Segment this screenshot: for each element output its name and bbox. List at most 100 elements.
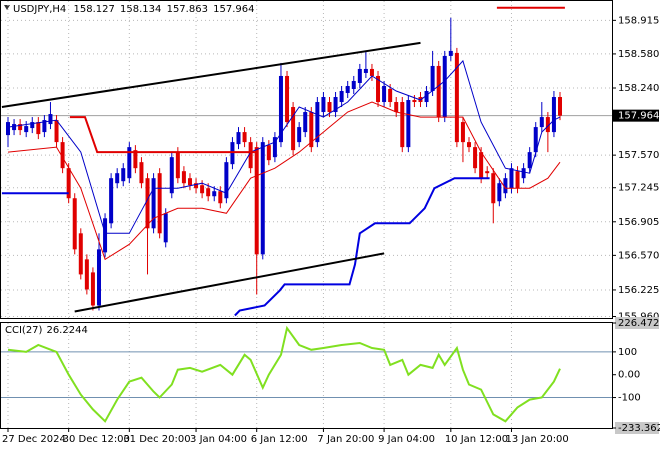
candle-body	[497, 183, 502, 202]
candle-body	[297, 127, 302, 143]
candle-body	[230, 142, 235, 165]
candle-body	[382, 85, 387, 103]
candle-body	[394, 102, 399, 113]
x-tick-label: 6 Jan 12:00	[251, 434, 308, 445]
candle-body	[515, 171, 520, 189]
candle-body	[521, 168, 526, 179]
candle-body	[351, 80, 356, 89]
y-tick-label: 158.915	[618, 15, 659, 26]
x-tick-label: 30 Dec 12:00	[63, 434, 130, 445]
candle-body	[527, 152, 532, 169]
y-tick-label: 100	[618, 347, 637, 358]
candle-body	[242, 132, 247, 143]
candle-body	[212, 191, 217, 197]
candle-body	[266, 145, 271, 161]
candle-body	[200, 185, 205, 194]
candle-body	[321, 97, 326, 113]
y-tick-label: 156.570	[618, 250, 659, 261]
price-tag	[613, 109, 659, 122]
indicator-frame	[0, 322, 613, 429]
candle-body	[454, 52, 459, 143]
candle-body	[218, 191, 223, 204]
x-tick-label: 13 Jan 20:00	[505, 434, 568, 445]
candle-body	[187, 178, 192, 186]
candle-body	[278, 75, 283, 143]
candle-body	[30, 122, 35, 129]
y-tick-label: 155.960	[618, 311, 659, 322]
candle-body	[145, 178, 150, 229]
candle-body	[12, 124, 17, 131]
candle-body	[406, 100, 411, 148]
candle-body	[545, 117, 550, 133]
y-tick-label: 156.905	[618, 217, 659, 228]
y-tick-label: 158.580	[618, 49, 659, 60]
candle-body	[448, 50, 453, 56]
candle-body	[60, 142, 65, 169]
candle-body	[90, 272, 95, 306]
candle-body	[388, 88, 393, 103]
x-tick-label: 27 Dec 2024	[2, 434, 66, 445]
x-tick-label: 3 Jan 04:00	[190, 434, 247, 445]
candle-body	[327, 102, 332, 113]
header-open: 158.127	[73, 4, 114, 15]
candle-body	[460, 122, 465, 143]
candle-body	[491, 173, 496, 204]
y-tick-label: 157.570	[618, 150, 659, 161]
indicator-name: CCI(27)	[5, 325, 43, 336]
candle-body	[133, 150, 138, 169]
price-tag-label: 157.964	[618, 111, 659, 122]
indicator-title: CCI(27) 26.2244	[5, 325, 88, 336]
candle-body	[333, 97, 338, 113]
header-high: 158.134	[120, 4, 161, 15]
candle-body	[236, 132, 241, 145]
candle-body	[503, 178, 508, 194]
moving-average	[7, 59, 561, 234]
candle-body	[533, 127, 538, 153]
y-tick-label: 0.00	[618, 370, 640, 381]
candle-body	[66, 168, 71, 199]
x-tick-label: 10 Jan 12:00	[445, 434, 508, 445]
candle-body	[260, 142, 265, 255]
x-tick-label: 31 Dec 20:00	[123, 434, 190, 445]
candle-body	[254, 147, 259, 255]
candle-body	[109, 178, 114, 224]
candle-body	[175, 152, 180, 179]
indicator-line	[7, 325, 561, 423]
candle-body	[72, 198, 77, 250]
candle-body	[224, 162, 229, 199]
candle-body	[369, 68, 374, 76]
candle-body	[18, 124, 23, 131]
candle-body	[376, 75, 381, 103]
candle-body	[103, 218, 108, 253]
candle-body	[339, 91, 344, 103]
candle-body	[169, 157, 174, 194]
candle-body	[473, 147, 478, 169]
candle-body	[424, 91, 429, 103]
symbol-icon	[4, 5, 10, 10]
trendline	[1, 41, 421, 108]
candle-body	[485, 171, 490, 174]
candle-body	[157, 173, 162, 234]
x-tick-label: 7 Jan 20:00	[317, 434, 374, 445]
candle-body	[272, 137, 277, 158]
y-tick-box	[615, 317, 659, 329]
symbol: USDJPY,H4	[13, 4, 66, 15]
candle-body	[436, 65, 441, 118]
candle-body	[96, 249, 101, 306]
candle-body	[139, 162, 144, 184]
candle-body	[24, 126, 29, 133]
candle-body	[467, 142, 472, 148]
y-tick-label: 157.245	[618, 183, 659, 194]
candle-body	[551, 97, 556, 133]
candle-body	[151, 178, 156, 229]
y-tick-label: -233.3626	[618, 423, 660, 434]
main-frame	[0, 0, 613, 319]
stop-level	[1, 177, 490, 317]
candle-body	[115, 173, 120, 184]
trendline	[74, 252, 385, 313]
chart-header: USDJPY,H4 158.127 158.134 157.863 157.96…	[13, 4, 254, 15]
candle-body	[442, 55, 447, 118]
